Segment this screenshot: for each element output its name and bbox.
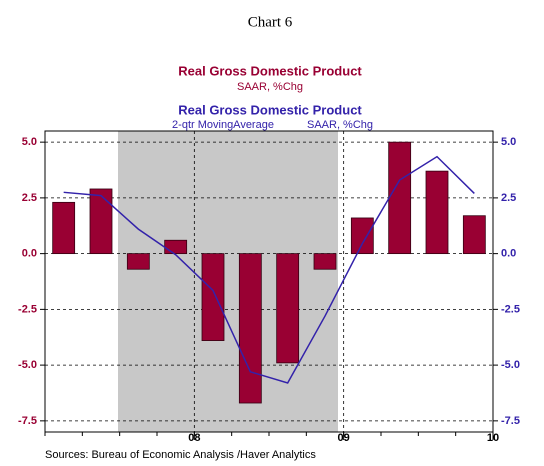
bar xyxy=(350,217,374,255)
y2-tick-label: -7.5 xyxy=(501,415,520,427)
plot-frame xyxy=(44,130,494,433)
series-title: Real Gross Domestic Product xyxy=(178,102,362,117)
bar xyxy=(89,188,113,255)
bar xyxy=(313,253,337,270)
bar xyxy=(388,141,412,255)
y-tick-label: 0.0 xyxy=(22,248,37,260)
y-tick-label: -5.0 xyxy=(18,359,37,371)
series-title: Real Gross Domestic Product xyxy=(178,63,362,78)
series-subtitle: 2-qtr MovingAverage xyxy=(172,119,274,131)
recession-shading xyxy=(118,131,338,432)
bar xyxy=(238,253,262,404)
line xyxy=(63,155,475,384)
source-note: Sources: Bureau of Economic Analysis /Ha… xyxy=(45,449,316,461)
series-subtitle: SAAR, %Chg xyxy=(237,81,303,93)
bar xyxy=(276,253,300,364)
y-tick-label: -2.5 xyxy=(18,303,37,315)
bar xyxy=(52,201,76,255)
y2-tick-label: -2.5 xyxy=(501,303,520,315)
x-tick-label: 08 xyxy=(188,432,200,444)
chart-title: Chart 6 xyxy=(248,14,293,30)
bar xyxy=(164,239,188,255)
y2-tick-label: 0.0 xyxy=(501,248,516,260)
bar xyxy=(201,253,225,341)
y-tick-label: -7.5 xyxy=(18,415,37,427)
series-subtitle: SAAR, %Chg xyxy=(307,119,373,131)
bar xyxy=(462,215,486,255)
bar xyxy=(126,253,150,270)
x-tick-label: 10 xyxy=(487,432,499,444)
y2-tick-label: -5.0 xyxy=(501,359,520,371)
y-tick-label: 2.5 xyxy=(22,192,37,204)
y2-tick-label: 5.0 xyxy=(501,136,516,148)
y-tick-label: 5.0 xyxy=(22,136,37,148)
y2-tick-label: 2.5 xyxy=(501,192,516,204)
x-tick-label: 09 xyxy=(338,432,350,444)
bar xyxy=(425,170,449,255)
